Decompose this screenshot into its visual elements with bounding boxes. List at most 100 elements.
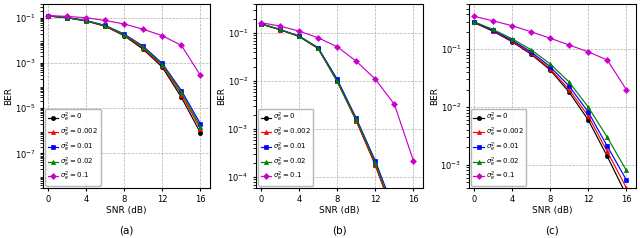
$\sigma_e^2 = 0.002$: [140, 47, 147, 50]
$\sigma_e^2 = 0.01$: [604, 145, 611, 148]
$\sigma_e^2 = 0.02$: [44, 15, 52, 17]
$\sigma_e^2 = 0.1$: [333, 45, 341, 48]
$\sigma_e^2 = 0.01$: [333, 78, 341, 80]
$\sigma_e^2 = 0$: [584, 118, 592, 121]
$\sigma_e^2 = 0.02$: [527, 48, 535, 51]
$\sigma_e^2 = 0.1$: [314, 36, 322, 39]
$\sigma_e^2 = 0$: [159, 66, 166, 69]
$\sigma_e^2 = 0$: [333, 80, 341, 83]
$\sigma_e^2 = 0.1$: [604, 59, 611, 61]
$\sigma_e^2 = 0.1$: [177, 44, 185, 47]
$\sigma_e^2 = 0.002$: [527, 52, 535, 55]
$\sigma_e^2 = 0$: [604, 155, 611, 158]
Line: $\sigma_e^2 = 0.01$: $\sigma_e^2 = 0.01$: [259, 22, 415, 238]
Line: $\sigma_e^2 = 0.02$: $\sigma_e^2 = 0.02$: [472, 20, 628, 173]
Y-axis label: BER: BER: [430, 87, 439, 105]
$\sigma_e^2 = 0$: [120, 34, 128, 37]
$\sigma_e^2 = 0.1$: [410, 159, 417, 162]
$\sigma_e^2 = 0.1$: [508, 24, 516, 27]
$\sigma_e^2 = 0$: [82, 20, 90, 22]
$\sigma_e^2 = 0.02$: [371, 161, 379, 164]
$\sigma_e^2 = 0$: [489, 30, 497, 33]
$\sigma_e^2 = 0.1$: [584, 50, 592, 53]
Text: (b): (b): [332, 226, 347, 236]
$\sigma_e^2 = 0.1$: [489, 19, 497, 22]
$\sigma_e^2 = 0.02$: [295, 35, 303, 38]
$\sigma_e^2 = 0.02$: [140, 46, 147, 49]
$\sigma_e^2 = 0.1$: [63, 15, 71, 18]
$\sigma_e^2 = 0.02$: [276, 28, 284, 31]
$\sigma_e^2 = 0.002$: [276, 28, 284, 31]
Text: (a): (a): [120, 226, 134, 236]
$\sigma_e^2 = 0$: [508, 40, 516, 43]
$\sigma_e^2 = 0.1$: [82, 16, 90, 19]
$\sigma_e^2 = 0.1$: [276, 25, 284, 27]
$\sigma_e^2 = 0.01$: [120, 33, 128, 35]
$\sigma_e^2 = 0.02$: [584, 105, 592, 108]
$\sigma_e^2 = 0.01$: [140, 45, 147, 48]
$\sigma_e^2 = 0.02$: [314, 46, 322, 49]
$\sigma_e^2 = 0$: [63, 16, 71, 19]
$\sigma_e^2 = 0.01$: [390, 209, 398, 212]
$\sigma_e^2 = 0.002$: [353, 119, 360, 122]
$\sigma_e^2 = 0.002$: [159, 64, 166, 67]
$\sigma_e^2 = 0.01$: [276, 28, 284, 31]
$\sigma_e^2 = 0$: [390, 215, 398, 218]
$\sigma_e^2 = 0$: [623, 193, 630, 196]
$\sigma_e^2 = 0.002$: [295, 35, 303, 38]
Line: $\sigma_e^2 = 0.002$: $\sigma_e^2 = 0.002$: [472, 20, 628, 190]
$\sigma_e^2 = 0.01$: [82, 19, 90, 22]
$\sigma_e^2 = 0.002$: [623, 186, 630, 189]
$\sigma_e^2 = 0.1$: [44, 14, 52, 17]
$\sigma_e^2 = 0.1$: [353, 60, 360, 63]
$\sigma_e^2 = 0.02$: [353, 118, 360, 121]
$\sigma_e^2 = 0$: [470, 21, 477, 24]
$\sigma_e^2 = 0.002$: [314, 47, 322, 50]
Line: $\sigma_e^2 = 0$: $\sigma_e^2 = 0$: [259, 22, 415, 238]
$\sigma_e^2 = 0.1$: [257, 21, 265, 24]
$\sigma_e^2 = 0.1$: [140, 28, 147, 31]
$\sigma_e^2 = 0.01$: [623, 178, 630, 181]
Text: (c): (c): [545, 226, 559, 236]
$\sigma_e^2 = 0.01$: [546, 65, 554, 68]
Legend: $\sigma_e^2 = 0$, $\sigma_e^2 = 0.002$, $\sigma_e^2 = 0.01$, $\sigma_e^2 = 0.02$: $\sigma_e^2 = 0$, $\sigma_e^2 = 0.002$, …: [471, 109, 526, 186]
$\sigma_e^2 = 0.02$: [390, 213, 398, 215]
$\sigma_e^2 = 0.01$: [470, 20, 477, 23]
$\sigma_e^2 = 0.01$: [508, 39, 516, 42]
Line: $\sigma_e^2 = 0$: $\sigma_e^2 = 0$: [472, 20, 628, 197]
$\sigma_e^2 = 0.01$: [177, 89, 185, 92]
Line: $\sigma_e^2 = 0.01$: $\sigma_e^2 = 0.01$: [472, 20, 628, 182]
$\sigma_e^2 = 0.002$: [101, 25, 109, 27]
$\sigma_e^2 = 0$: [546, 68, 554, 71]
$\sigma_e^2 = 0.002$: [196, 128, 204, 130]
Y-axis label: BER: BER: [4, 87, 13, 105]
$\sigma_e^2 = 0.01$: [196, 123, 204, 125]
$\sigma_e^2 = 0.1$: [295, 30, 303, 33]
$\sigma_e^2 = 0$: [565, 91, 573, 94]
$\sigma_e^2 = 0.1$: [390, 103, 398, 106]
$\sigma_e^2 = 0.1$: [101, 19, 109, 22]
$\sigma_e^2 = 0.1$: [196, 74, 204, 77]
Y-axis label: BER: BER: [217, 87, 226, 105]
$\sigma_e^2 = 0.01$: [527, 50, 535, 53]
$\sigma_e^2 = 0$: [140, 48, 147, 51]
$\sigma_e^2 = 0.01$: [584, 110, 592, 113]
$\sigma_e^2 = 0.002$: [604, 150, 611, 153]
X-axis label: SNR (dB): SNR (dB): [319, 206, 360, 215]
$\sigma_e^2 = 0.1$: [371, 78, 379, 80]
$\sigma_e^2 = 0.1$: [470, 15, 477, 18]
$\sigma_e^2 = 0.02$: [82, 19, 90, 22]
Line: $\sigma_e^2 = 0.002$: $\sigma_e^2 = 0.002$: [259, 22, 415, 238]
$\sigma_e^2 = 0.002$: [546, 67, 554, 70]
$\sigma_e^2 = 0.1$: [527, 30, 535, 33]
$\sigma_e^2 = 0.02$: [257, 22, 265, 25]
$\sigma_e^2 = 0.02$: [120, 33, 128, 36]
$\sigma_e^2 = 0.002$: [508, 40, 516, 43]
$\sigma_e^2 = 0.01$: [314, 46, 322, 49]
$\sigma_e^2 = 0.002$: [470, 21, 477, 24]
$\sigma_e^2 = 0.01$: [353, 117, 360, 119]
$\sigma_e^2 = 0.1$: [159, 34, 166, 37]
Line: $\sigma_e^2 = 0$: $\sigma_e^2 = 0$: [46, 14, 203, 135]
$\sigma_e^2 = 0.01$: [63, 16, 71, 19]
$\sigma_e^2 = 0$: [196, 132, 204, 134]
